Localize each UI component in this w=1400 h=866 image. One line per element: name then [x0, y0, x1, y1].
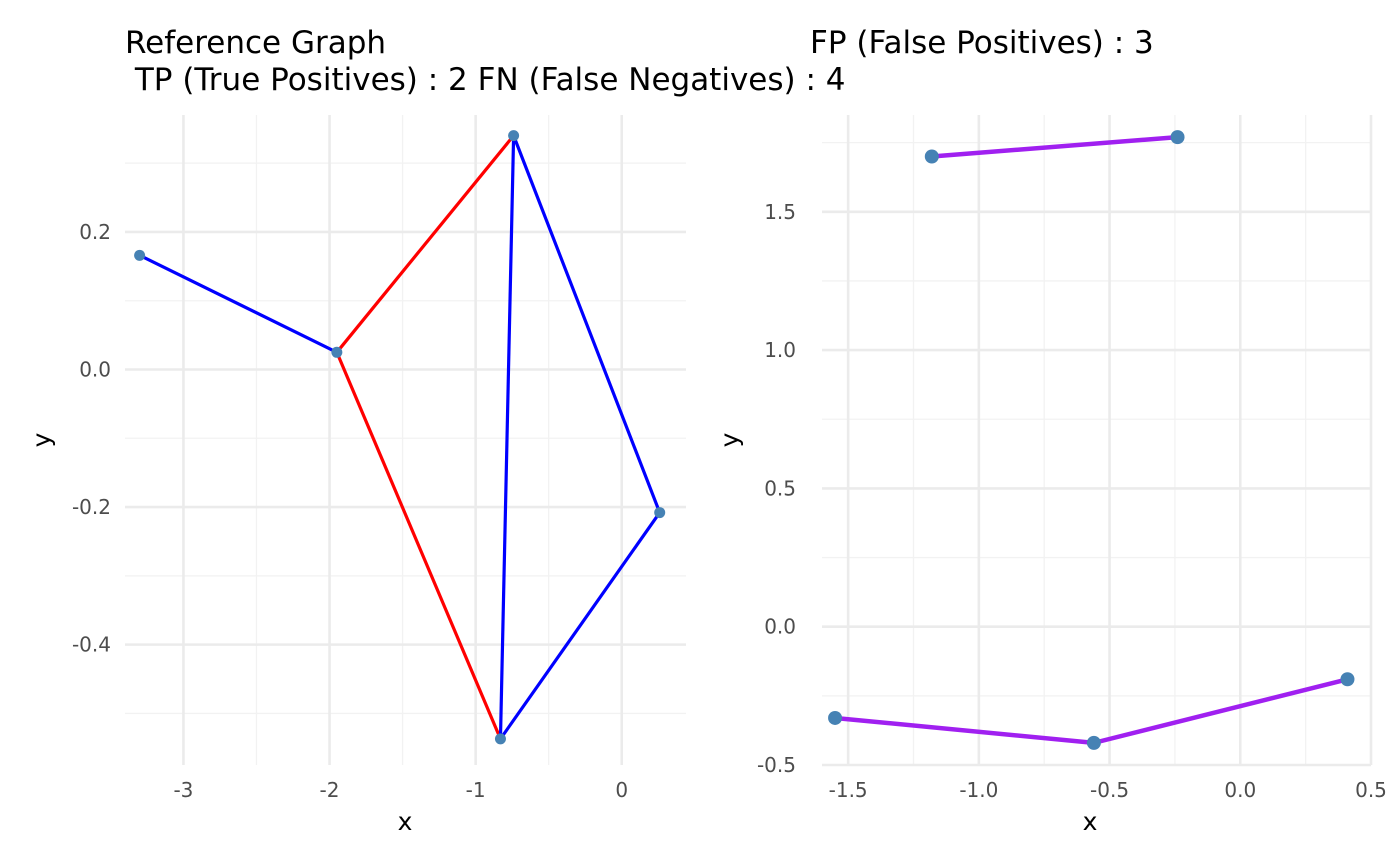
x-tick-label: -1.5	[829, 778, 868, 802]
x-tick-label: -1.0	[959, 778, 998, 802]
node-point	[654, 507, 666, 519]
x-axis-title: x	[398, 807, 413, 836]
y-axis-title: y	[27, 432, 56, 447]
x-tick-label: -2	[320, 778, 340, 802]
edge-fn	[499, 511, 662, 740]
left-title-line1: Reference Graph	[125, 25, 387, 61]
y-tick-label: -0.2	[72, 495, 111, 519]
node-point	[1340, 672, 1355, 687]
x-tick-label: -1	[466, 778, 486, 802]
node-point	[924, 149, 939, 164]
false-positives-panel: -1.5 -1.0 -0.5 0.0 0.5 -0.5 0.0 0.5 1.0 1.5 x y	[715, 115, 1387, 836]
x-tick-label: 0	[615, 778, 628, 802]
left-title-line2: TP (True Positives) : 2 FN (False Negati…	[125, 62, 846, 98]
x-tick-label: -0.5	[1090, 778, 1129, 802]
y-tick-label: 0.0	[79, 357, 111, 381]
edge-fn	[512, 135, 662, 514]
node-point	[134, 249, 146, 261]
y-tick-label: 0.2	[79, 220, 111, 244]
node-point	[331, 346, 343, 358]
node-point	[494, 733, 506, 745]
reference-graph-panel: -3 -2 -1 0 -0.4 -0.2 0.0 0.2 x y	[27, 115, 686, 836]
node-point	[1170, 130, 1185, 145]
node-point	[1086, 735, 1101, 750]
edge-fn	[498, 135, 516, 739]
x-tick-label: 0.0	[1224, 778, 1256, 802]
edge-tp	[335, 134, 515, 354]
edge-fp	[931, 134, 1178, 159]
y-tick-label: 0.5	[764, 476, 796, 500]
x-tick-label: -3	[173, 778, 193, 802]
y-tick-label: -0.4	[72, 633, 111, 657]
node-point	[508, 130, 520, 142]
y-tick-label: 1.5	[764, 200, 796, 224]
edge-fn	[138, 253, 338, 354]
y-axis-title: y	[715, 432, 744, 447]
edge-tp	[335, 351, 502, 740]
right-title: FP (False Positives) : 3	[810, 25, 1154, 61]
edge-fp	[834, 715, 1095, 746]
y-tick-label: 0.0	[764, 615, 796, 639]
x-axis-title: x	[1083, 807, 1098, 836]
y-tick-label: -0.5	[757, 753, 796, 777]
y-tick-label: 1.0	[764, 338, 796, 362]
node-point	[828, 710, 843, 725]
edge-fp	[1093, 677, 1349, 746]
x-tick-label: 0.5	[1355, 778, 1387, 802]
